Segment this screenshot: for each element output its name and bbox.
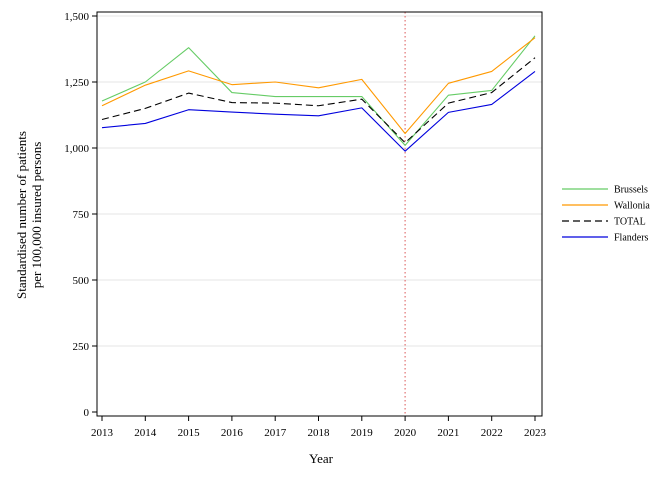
series-line-brussels — [101, 35, 536, 146]
x-tick-label-2016: 2016 — [221, 427, 244, 439]
legend-item-brussels: Brussels — [562, 185, 648, 196]
legend-label-flanders: Flanders — [614, 233, 649, 244]
legend: Brussels Wallonia TOTAL Flanders — [562, 185, 650, 244]
y-tick-label-1250: 1,250 — [64, 77, 89, 89]
series-line-total — [101, 57, 536, 144]
legend-item-total: TOTAL — [562, 217, 646, 228]
y-tick-label-250: 250 — [73, 341, 90, 353]
x-tick-label-2019: 2019 — [351, 427, 374, 439]
legend-label-wallonia: Wallonia — [614, 201, 650, 212]
legend-label-total: TOTAL — [614, 217, 646, 228]
y-tick-label-0: 0 — [84, 407, 90, 419]
series-line-flanders — [101, 71, 536, 152]
y-tick-label-1000: 1,000 — [64, 143, 89, 155]
x-tick-label-2017: 2017 — [264, 427, 287, 439]
y-axis-title-line-1: Standardised number of patients — [14, 131, 29, 299]
x-tick-label-2021: 2021 — [437, 427, 459, 439]
x-tick-label-2018: 2018 — [308, 427, 331, 439]
x-tick-label-2015: 2015 — [178, 427, 201, 439]
legend-item-wallonia: Wallonia — [562, 201, 650, 212]
grid-layer — [97, 15, 542, 347]
axis-layer: 0 250 500 750 1,000 1,250 1,500 2013 2014 2015 201… — [64, 11, 546, 439]
legend-item-flanders: Flanders — [562, 233, 649, 244]
x-tick-label-2023: 2023 — [524, 427, 547, 439]
x-tick-label-2014: 2014 — [134, 427, 157, 439]
y-axis-title-line-2: per 100,000 insured persons — [29, 142, 44, 289]
x-tick-label-2013: 2013 — [91, 427, 114, 439]
y-tick-label-1500: 1,500 — [64, 11, 89, 23]
x-tick-label-2022: 2022 — [481, 427, 503, 439]
x-axis-title: Year — [309, 451, 334, 466]
y-axis-title: Standardised number of patients per 100,… — [14, 131, 44, 299]
series-line-wallonia — [101, 37, 536, 135]
x-tick-label-2020: 2020 — [394, 427, 417, 439]
legend-label-brussels: Brussels — [614, 185, 648, 196]
series-layer — [101, 35, 536, 152]
y-tick-label-500: 500 — [73, 275, 90, 287]
y-tick-label-750: 750 — [73, 209, 90, 221]
